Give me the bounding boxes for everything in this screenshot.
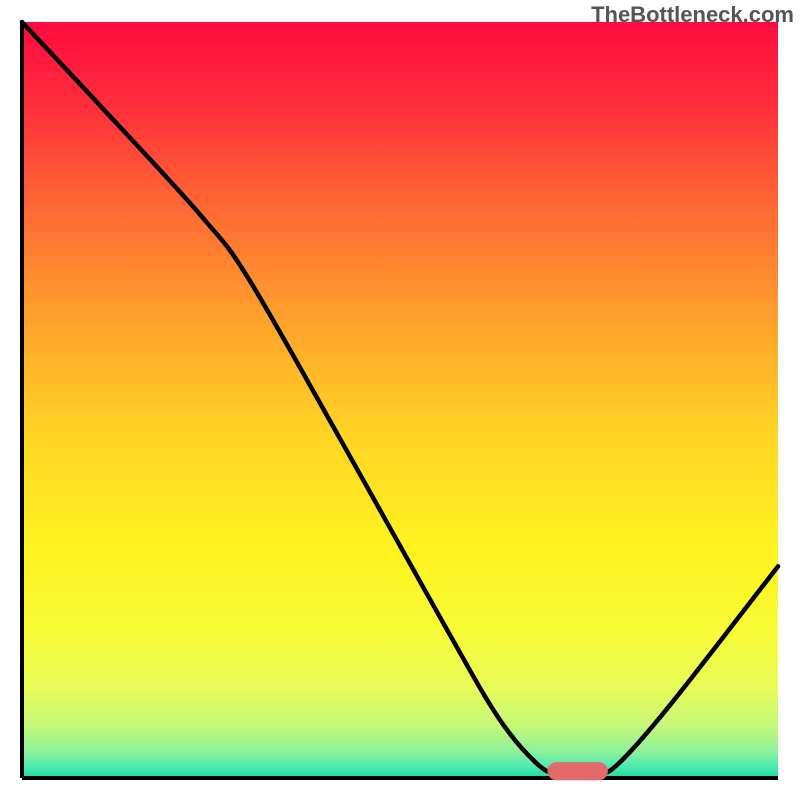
watermark-text: TheBottleneck.com bbox=[591, 2, 794, 28]
plot-background bbox=[22, 22, 778, 778]
chart-svg bbox=[0, 0, 800, 800]
bottleneck-chart: TheBottleneck.com bbox=[0, 0, 800, 800]
optimum-marker bbox=[547, 762, 607, 780]
